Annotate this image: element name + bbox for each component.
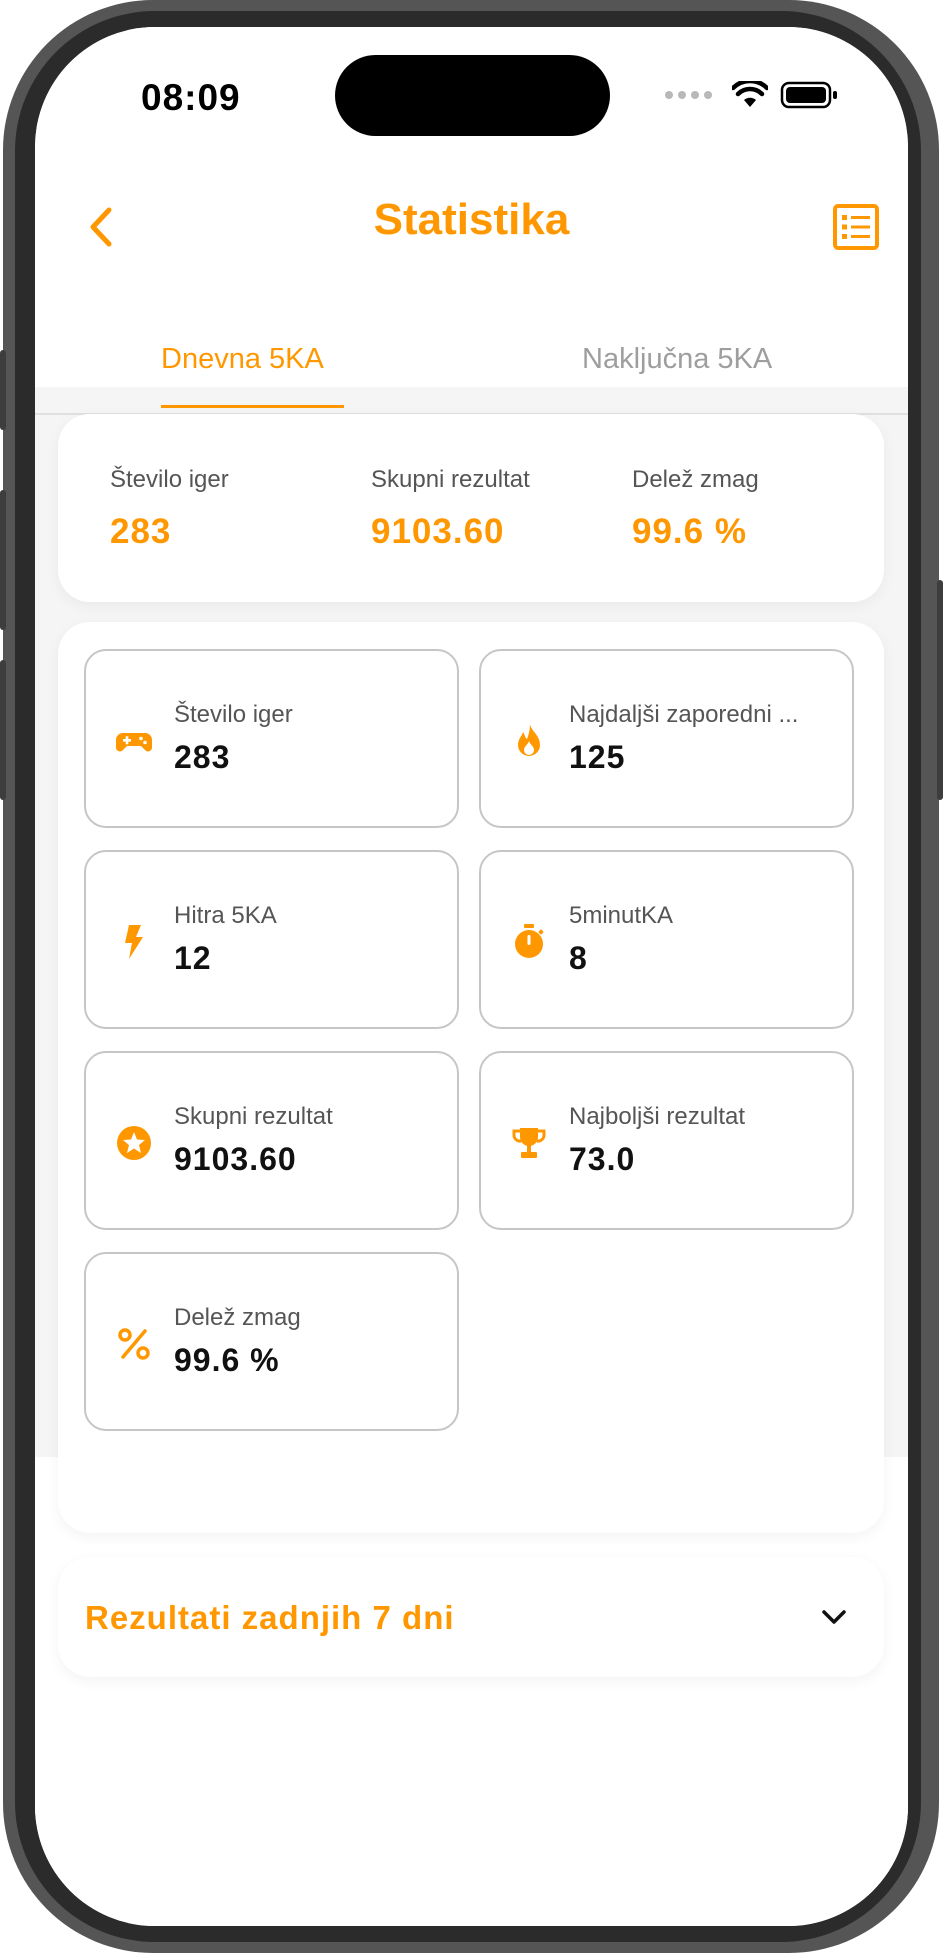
- summary-label: Delež zmag: [632, 466, 759, 493]
- summary-value: 99.6 %: [632, 512, 747, 551]
- list-view-icon[interactable]: [832, 203, 880, 251]
- summary-games: Število iger 283: [110, 466, 229, 552]
- bottom-background: [35, 1457, 908, 1926]
- phone-side-button: [0, 660, 6, 800]
- status-icons: [665, 81, 838, 109]
- stat-value: 283: [174, 739, 231, 775]
- summary-value: 9103.60: [371, 512, 505, 551]
- active-tab-indicator: [161, 405, 344, 408]
- stat-tile-five-minute: 5minutKA 8: [479, 850, 854, 1029]
- gamepad-icon: [116, 733, 152, 752]
- page-title: Statistika: [373, 195, 570, 244]
- app-screen: 08:09 Statistika: [35, 27, 908, 1926]
- signal-dots-icon: [665, 91, 712, 99]
- stat-tile-quick: Hitra 5KA 12: [84, 850, 459, 1029]
- summary-total-score: Skupni rezultat 9103.60: [371, 466, 530, 552]
- status-time: 08:09: [141, 77, 241, 118]
- star-icon: [117, 1126, 151, 1160]
- stat-label: Število iger: [174, 701, 293, 728]
- summary-label: Število iger: [110, 466, 229, 493]
- stat-label: Najdaljši zaporedni ...: [569, 701, 799, 728]
- chevron-down-icon[interactable]: [816, 1599, 852, 1635]
- stats-grid-card: Število iger 283 Najdaljši zaporedni ...…: [58, 622, 884, 1533]
- recent-results-label: Rezultati zadnjih 7 dni: [85, 1599, 455, 1636]
- battery-icon: [780, 81, 837, 109]
- summary-card: Število iger 283 Skupni rezultat 9103.60…: [58, 414, 884, 602]
- dynamic-island: [335, 55, 610, 136]
- summary-label: Skupni rezultat: [371, 466, 530, 493]
- stat-label: Delež zmag: [174, 1304, 301, 1331]
- stat-tile-total-score: Skupni rezultat 9103.60: [84, 1051, 459, 1230]
- recent-results-section[interactable]: Rezultati zadnjih 7 dni: [58, 1557, 884, 1677]
- stat-tile-streak: Najdaljši zaporedni ... 125: [479, 649, 854, 828]
- percent-icon: [118, 1328, 150, 1360]
- stat-value: 12: [174, 940, 212, 976]
- phone-side-button: [0, 490, 6, 630]
- wifi-icon: [732, 81, 768, 107]
- stat-label: Skupni rezultat: [174, 1103, 333, 1130]
- stat-tile-best-score: Najboljši rezultat 73.0: [479, 1051, 854, 1230]
- tab-random[interactable]: Naključna 5KA: [582, 343, 773, 375]
- tab-bar: Dnevna 5KA Naključna 5KA: [35, 317, 908, 415]
- back-chevron-icon[interactable]: [77, 202, 127, 252]
- stopwatch-icon: [515, 924, 544, 958]
- tab-daily[interactable]: Dnevna 5KA: [161, 343, 324, 375]
- trophy-icon: [512, 1128, 546, 1158]
- flame-icon: [518, 724, 540, 756]
- phone-side-button: [0, 350, 6, 430]
- stat-label: Najboljši rezultat: [569, 1103, 746, 1130]
- stat-value: 73.0: [569, 1141, 636, 1177]
- stat-tile-win-rate: Delež zmag 99.6 %: [84, 1252, 459, 1431]
- stat-label: Hitra 5KA: [174, 902, 277, 929]
- summary-win-rate: Delež zmag 99.6 %: [632, 466, 759, 552]
- summary-value: 283: [110, 512, 172, 551]
- stat-value: 9103.60: [174, 1141, 297, 1177]
- lightning-icon: [125, 925, 143, 959]
- stat-value: 99.6 %: [174, 1342, 280, 1378]
- stat-tile-games: Število iger 283: [84, 649, 459, 828]
- phone-side-button: [937, 580, 943, 800]
- stat-label: 5minutKA: [569, 902, 674, 929]
- stat-value: 125: [569, 739, 626, 775]
- stat-value: 8: [569, 940, 588, 976]
